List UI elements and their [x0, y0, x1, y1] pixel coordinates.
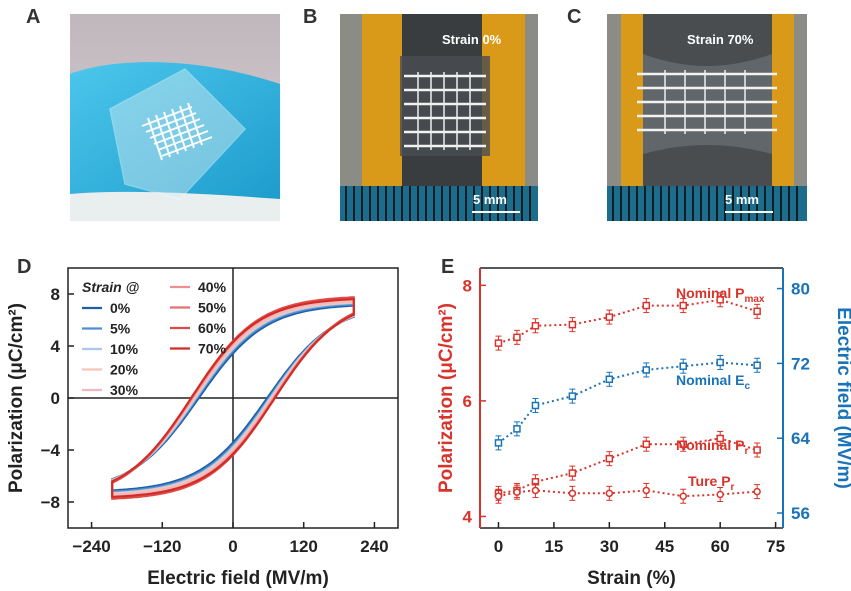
- data-point: [679, 492, 687, 500]
- series-label-name: Nominal P: [676, 437, 744, 453]
- y-left-axis-title: Polarization (μC/cm²): [436, 303, 457, 493]
- y-right-tick-label: 72: [791, 354, 810, 373]
- y-tick-label: 4: [51, 337, 61, 356]
- y-right-tick-label: 56: [791, 504, 810, 523]
- series-label-subscript: r: [731, 482, 735, 493]
- data-point: [642, 440, 651, 448]
- scale-bar-label: 5 mm: [473, 192, 507, 207]
- panel-letter-d: D: [17, 256, 32, 278]
- y-axis-title: Polarization (μC/cm²): [6, 303, 27, 493]
- x-tick-label: 30: [600, 537, 619, 556]
- panel-letter-e: E: [441, 256, 455, 278]
- legend-label: 5%: [110, 321, 131, 337]
- legend-label: 20%: [110, 362, 139, 378]
- photo-strain-0: Strain 0% 5 mm: [340, 14, 538, 221]
- legend-label: 60%: [198, 320, 227, 336]
- series-label-name: Ture P: [688, 473, 731, 489]
- y-right-tick-label: 64: [791, 429, 810, 448]
- data-point: [753, 307, 761, 316]
- legend-label: 10%: [110, 341, 139, 357]
- series-label: Nominal Pmax: [676, 285, 765, 305]
- x-axis-title: Electric field (MV/m): [147, 568, 329, 589]
- series-label-name: Nominal P: [676, 285, 744, 301]
- series-label: Nominal Ec: [676, 372, 750, 392]
- x-tick-label: −120: [143, 537, 181, 556]
- legend-title: Strain @: [82, 279, 140, 295]
- data-point: [716, 358, 724, 367]
- y-left-tick-label: 6: [463, 392, 472, 411]
- data-point: [679, 440, 687, 448]
- photo-device-on-glove: [70, 14, 280, 221]
- panel-letter-c: C: [567, 6, 582, 28]
- data-point: [679, 301, 687, 310]
- series-label-subscript: max: [744, 294, 764, 305]
- data-point: [531, 401, 540, 410]
- x-tick-label: 120: [290, 537, 318, 556]
- y-tick-label: −8: [41, 493, 60, 512]
- data-point: [753, 487, 761, 496]
- hysteresis-loop-70pct: [111, 298, 355, 498]
- x-tick-label: 75: [766, 537, 785, 556]
- data-point: [513, 333, 521, 342]
- y-tick-label: 8: [51, 285, 60, 304]
- series-label-subscript: c: [744, 381, 750, 392]
- y-tick-label: 0: [51, 389, 60, 408]
- legend-label: 30%: [110, 382, 139, 398]
- series-label-subscript: r: [744, 446, 748, 457]
- data-point: [642, 366, 651, 374]
- y-left-tick-label: 8: [463, 276, 472, 295]
- data-point: [605, 454, 614, 463]
- data-point: [531, 486, 540, 495]
- x-tick-label: 240: [360, 537, 388, 556]
- legend-label: 70%: [198, 341, 227, 357]
- x-tick-label: 45: [655, 537, 674, 556]
- series-label: Ture Pr: [688, 473, 735, 493]
- data-point: [568, 489, 577, 498]
- data-point: [642, 301, 651, 310]
- scale-bar-label: 5 mm: [725, 192, 759, 207]
- data-point: [716, 490, 724, 499]
- strain-label: Strain 0%: [442, 32, 502, 47]
- x-tick-label: 0: [228, 537, 237, 556]
- data-point: [494, 439, 503, 447]
- series-label-name: Nominal E: [676, 372, 744, 388]
- panel-letter-a: A: [26, 6, 41, 28]
- x-tick-label: −240: [72, 537, 110, 556]
- data-point: [494, 339, 503, 347]
- y-left-tick-label: 4: [463, 507, 473, 526]
- y-right-tick-label: 80: [791, 280, 810, 299]
- data-point: [513, 425, 521, 433]
- data-point: [716, 434, 724, 443]
- x-tick-label: 60: [711, 537, 730, 556]
- data-point: [605, 375, 614, 384]
- data-point: [642, 486, 651, 495]
- data-point: [753, 446, 761, 454]
- panel-letter-b: B: [303, 6, 318, 28]
- x-tick-label: 15: [544, 537, 563, 556]
- x-axis-title: Strain (%): [587, 568, 676, 589]
- y-tick-label: −4: [41, 441, 61, 460]
- data-point: [568, 469, 577, 477]
- data-point: [513, 488, 521, 496]
- data-point: [753, 361, 761, 370]
- data-point: [494, 492, 503, 500]
- photo-strain-70: Strain 70% 5 mm: [607, 14, 807, 221]
- series-label: Nominal Pr: [676, 437, 748, 457]
- y-right-axis-title: Electric field (MV/m): [833, 307, 851, 489]
- legend-label: 50%: [198, 300, 227, 316]
- data-point: [679, 362, 687, 370]
- data-point: [531, 322, 540, 330]
- data-point: [716, 296, 724, 304]
- data-point: [605, 313, 614, 321]
- legend-label: 40%: [198, 279, 227, 295]
- data-point: [568, 320, 577, 329]
- legend-label: 0%: [110, 300, 131, 316]
- data-point: [568, 392, 577, 400]
- data-point: [605, 489, 614, 498]
- x-tick-label: 0: [494, 537, 503, 556]
- strain-label: Strain 70%: [687, 32, 754, 47]
